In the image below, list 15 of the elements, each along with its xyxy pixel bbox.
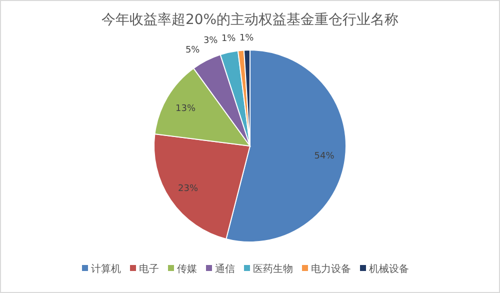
data-label: 13% xyxy=(176,104,196,114)
legend-label: 通信 xyxy=(215,263,235,275)
data-label: 1% xyxy=(239,34,254,44)
data-label: 3% xyxy=(203,36,218,46)
chart-title: 今年收益率超20%的主动权益基金重仓行业名称 xyxy=(101,12,399,28)
data-label: 54% xyxy=(314,151,335,162)
legend-label: 电子 xyxy=(139,263,159,275)
legend-label: 计算机 xyxy=(91,263,121,275)
legend-label: 传媒 xyxy=(177,264,197,275)
legend-label: 医药生物 xyxy=(253,263,293,275)
data-label: 23% xyxy=(178,184,199,194)
legend-label: 机械设备 xyxy=(369,263,409,275)
data-label: 1% xyxy=(221,34,236,44)
legend-label: 电力设备 xyxy=(311,263,351,275)
data-label: 5% xyxy=(185,45,200,56)
